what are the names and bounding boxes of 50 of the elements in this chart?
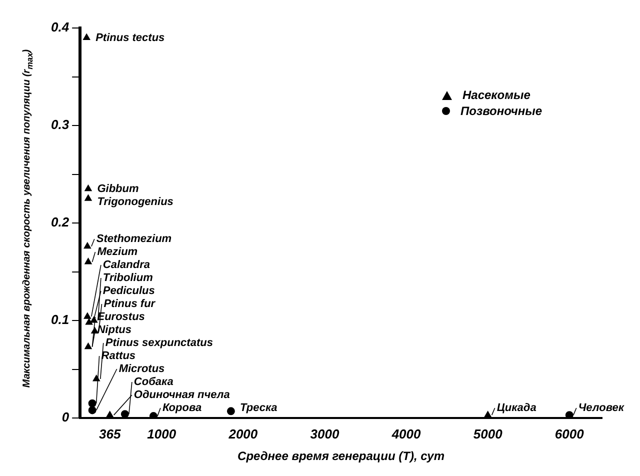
x-tick-label: 1000	[147, 426, 177, 442]
annotation: Tribolium	[102, 272, 154, 284]
x-tick-label: 365	[98, 426, 122, 442]
point	[226, 407, 235, 416]
annotation: Microtus	[118, 363, 165, 376]
y-tick-label: 0.4	[50, 20, 70, 35]
annotation: Calandra	[102, 259, 150, 272]
point	[106, 411, 114, 418]
x-axis-title: Среднее время генерации (T), сут	[238, 449, 445, 464]
annotation: Trigonogenius	[97, 196, 174, 208]
annotation: Собака	[134, 376, 174, 388]
y-tick-label: 0.2	[50, 214, 70, 230]
x-tick-label: 4000	[390, 426, 422, 442]
annotation: Mezium	[97, 246, 138, 258]
annotation: Ptinus fur	[104, 298, 156, 310]
annotation: Корова	[162, 402, 202, 414]
point	[565, 411, 574, 418]
point	[84, 312, 91, 319]
point	[83, 34, 90, 40]
x-tick-label: 6000	[554, 426, 585, 442]
y-tick-label: 0.3	[50, 117, 70, 132]
annotation: Цикада	[496, 402, 536, 414]
x-tick-label: 2000	[228, 426, 258, 442]
point	[88, 399, 96, 408]
annotation: Niptus	[97, 324, 132, 336]
point	[149, 412, 158, 418]
annotation: Ptinus tectus	[96, 32, 165, 44]
annotation: Человек	[578, 402, 626, 414]
point	[84, 194, 92, 201]
annotation: Ptinus sexpunctatus	[105, 337, 213, 350]
annotation: Stethomezium	[96, 233, 172, 246]
point	[484, 411, 492, 418]
point	[84, 184, 92, 192]
annotation: Pediculus	[102, 285, 155, 298]
point	[84, 258, 92, 264]
legend-label: Позвоночные	[460, 104, 542, 118]
point	[84, 242, 91, 249]
y-tick-label: 0.1	[50, 312, 70, 328]
y-tick-label: 0	[62, 410, 70, 425]
point	[88, 406, 96, 414]
point	[120, 410, 129, 418]
x-tick-label: 5000	[473, 426, 504, 442]
x-tick-label: 3000	[310, 426, 340, 442]
legend-label: Насекомые	[462, 88, 530, 102]
point	[86, 318, 93, 325]
annotation: Одиночная пчела	[134, 389, 230, 402]
annotation: Gibbum	[97, 182, 139, 195]
annotation: Треска	[240, 402, 278, 414]
point	[92, 375, 100, 382]
point	[84, 342, 92, 350]
